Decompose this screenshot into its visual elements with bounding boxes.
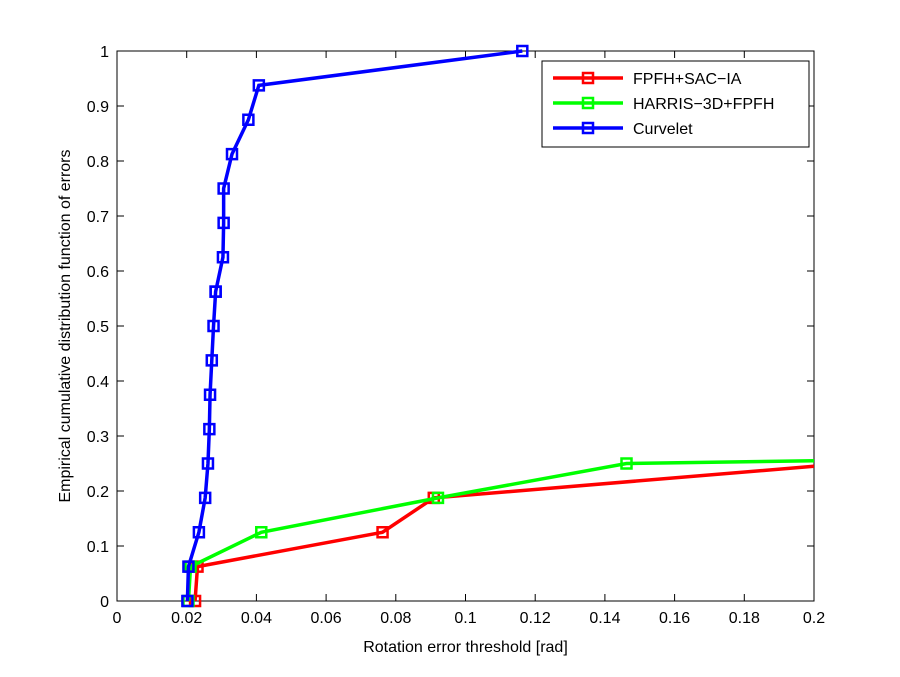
series-marker <box>217 182 230 195</box>
series-layer <box>181 44 814 608</box>
series-2 <box>181 44 529 608</box>
series-marker <box>620 457 633 470</box>
y-tick-label: 0.9 <box>87 99 109 116</box>
y-tick-label: 0.3 <box>87 429 109 446</box>
legend-label: FPFH+SAC−IA <box>633 71 742 88</box>
series-marker <box>242 113 255 126</box>
series-marker <box>182 560 195 573</box>
series-marker <box>376 526 389 539</box>
legend-marker <box>581 71 595 85</box>
legend-entries: FPFH+SAC−IA HARRIS−3D+FPFH Curvelet <box>553 71 774 138</box>
series-line <box>193 464 814 602</box>
legend-marker <box>581 121 595 135</box>
x-tick-label: 0 <box>113 610 122 627</box>
series-marker <box>207 319 220 333</box>
y-tick-label: 0.5 <box>87 319 109 336</box>
y-tick-label: 1 <box>100 44 109 61</box>
legend: FPFH+SAC−IA HARRIS−3D+FPFH Curvelet <box>541 60 810 148</box>
legend-label: Curvelet <box>633 121 693 138</box>
series-marker <box>431 491 445 505</box>
series-marker <box>203 388 217 401</box>
series-marker <box>198 491 212 505</box>
series-marker <box>201 457 215 470</box>
x-tick-label: 0.12 <box>520 610 551 627</box>
y-axis-title: Empirical cumulative distribution functi… <box>57 149 74 502</box>
series-marker <box>203 422 216 436</box>
x-tick-label: 0.14 <box>589 610 620 627</box>
y-tick-label: 0.7 <box>87 209 109 226</box>
legend-marker <box>581 96 595 110</box>
y-tick-label: 0.6 <box>87 264 109 281</box>
series-marker <box>209 285 222 298</box>
x-tick-label: 0.16 <box>659 610 690 627</box>
series-line <box>185 49 523 602</box>
x-tick-label: 0.08 <box>380 610 411 627</box>
series-marker <box>216 251 230 264</box>
axis-ticks: 0 0.02 0.04 0.06 0.08 0.1 0.12 0.14 0.16 0.18 0.2 0… <box>87 44 825 627</box>
y-tick-label: 0.2 <box>87 484 109 501</box>
x-tick-label: 0.18 <box>729 610 760 627</box>
series-marker <box>205 354 219 367</box>
y-tick-label: 0 <box>100 594 109 611</box>
x-tick-label: 0.02 <box>171 610 202 627</box>
series-marker <box>181 594 194 608</box>
y-tick-label: 0.1 <box>87 539 109 556</box>
y-tick-label: 0.4 <box>87 374 109 391</box>
x-tick-label: 0.06 <box>311 610 342 627</box>
x-tick-label: 0.04 <box>241 610 272 627</box>
series-marker <box>217 216 230 230</box>
series-marker <box>255 526 268 539</box>
series-marker <box>225 147 239 161</box>
x-tick-label: 0.2 <box>803 610 825 627</box>
y-tick-label: 0.8 <box>87 154 109 171</box>
series-marker <box>516 44 529 58</box>
series-marker <box>252 79 266 92</box>
legend-label: HARRIS−3D+FPFH <box>633 96 774 113</box>
x-axis-title: Rotation error threshold [rad] <box>363 639 568 656</box>
x-tick-label: 0.1 <box>454 610 476 627</box>
series-marker <box>192 526 206 539</box>
